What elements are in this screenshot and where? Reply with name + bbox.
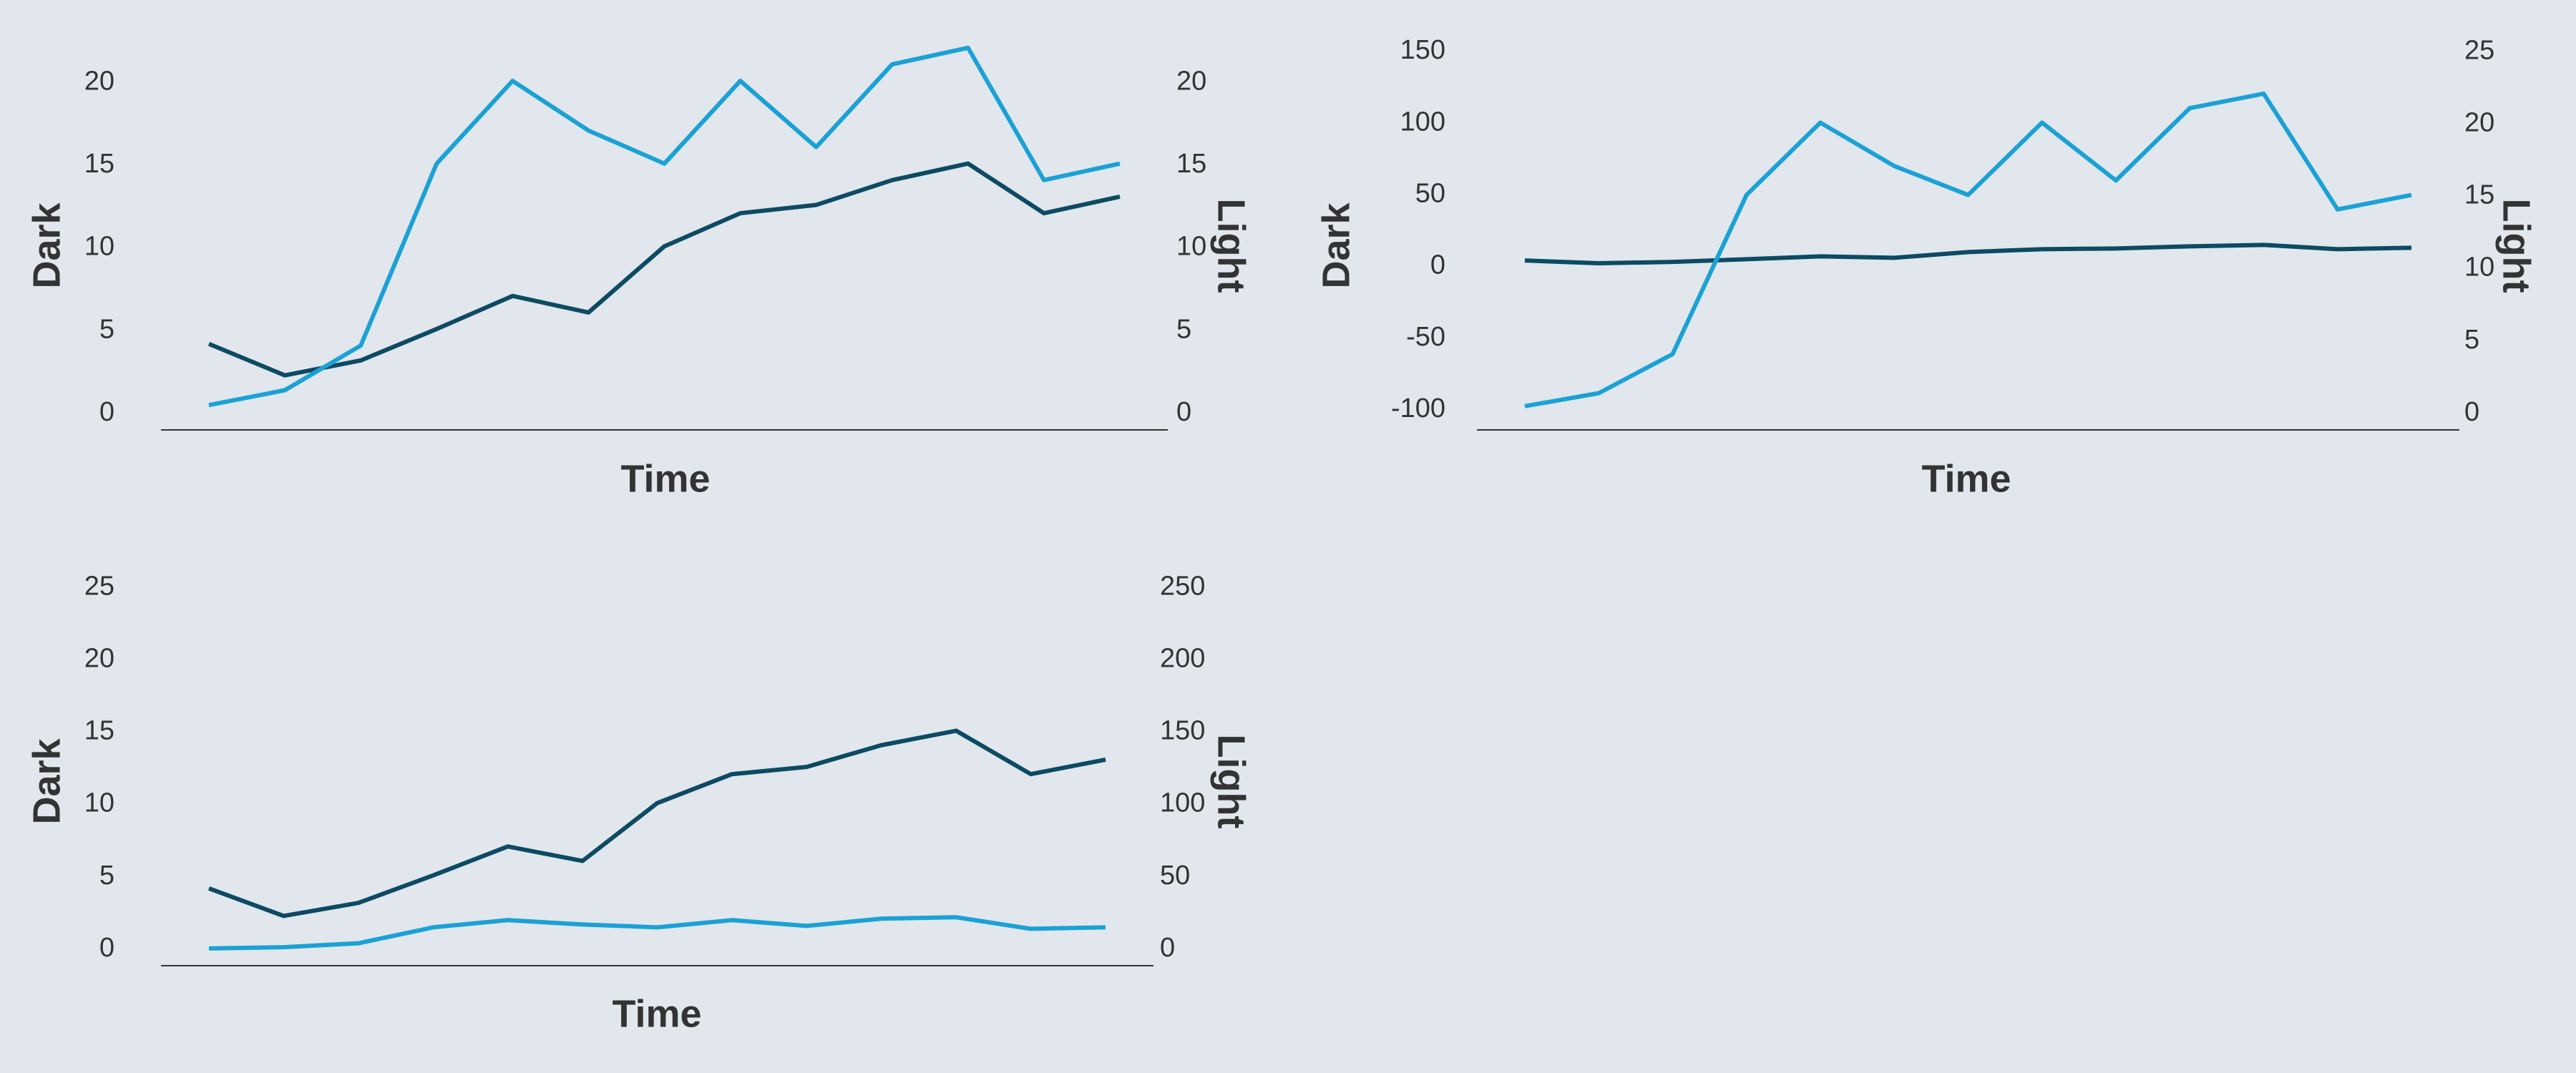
y2-tick-label: 15 <box>2464 180 2494 210</box>
data-line <box>208 728 1106 918</box>
data-line <box>208 45 1121 408</box>
y-tick-label: 0 <box>99 933 114 963</box>
y2-tick-label: 10 <box>1176 232 1206 262</box>
data-line <box>208 915 1106 951</box>
y-tick-label: 0 <box>1430 250 1445 280</box>
x-axis-label: Time <box>620 457 710 500</box>
data-line <box>208 161 1121 378</box>
y2-tick-label: 50 <box>1160 861 1190 891</box>
y2-tick-label: 15 <box>1176 149 1206 179</box>
y-tick-label: 100 <box>1400 107 1445 137</box>
data-line <box>1524 242 2412 265</box>
y2-tick-label: 5 <box>2464 325 2479 355</box>
y-tick-label: 5 <box>99 861 114 891</box>
x-axis-label: Time <box>612 992 701 1035</box>
y-tick-label: 25 <box>84 571 114 601</box>
y2-tick-label: 200 <box>1160 643 1205 673</box>
y-axis-label: Dark <box>1314 202 1357 288</box>
y2-tick-label: 0 <box>1176 397 1191 427</box>
y2-tick-label: 25 <box>2464 35 2494 65</box>
y2-tick-label: 5 <box>1176 314 1191 344</box>
y-axis-label: Dark <box>25 738 68 824</box>
y2-tick-label: 0 <box>2464 397 2479 427</box>
y2-tick-label: 100 <box>1160 788 1205 818</box>
y2-tick-label: 10 <box>2464 253 2494 283</box>
y2-tick-label: 250 <box>1160 571 1205 601</box>
data-line <box>1524 91 2412 408</box>
y2-tick-label: 20 <box>1176 66 1206 96</box>
y-tick-label: 20 <box>84 643 114 673</box>
y2-tick-label: 0 <box>1160 933 1175 963</box>
y-tick-label: 15 <box>84 716 114 746</box>
y-tick-label: 5 <box>99 314 114 344</box>
y2-tick-label: 20 <box>2464 107 2494 137</box>
y-tick-label: -100 <box>1391 393 1445 423</box>
y-tick-label: 10 <box>84 788 114 818</box>
y-tick-label: 20 <box>84 66 114 96</box>
y2-tick-label: 150 <box>1160 716 1205 746</box>
y-tick-label: -50 <box>1406 322 1445 352</box>
y-tick-label: 0 <box>99 397 114 427</box>
x-axis-label: Time <box>1921 457 2011 500</box>
y-tick-label: 15 <box>84 149 114 179</box>
y-axis-label: Dark <box>25 202 68 288</box>
y2-axis-label: Light <box>1210 199 1253 293</box>
y-tick-label: 150 <box>1400 35 1445 65</box>
y-tick-label: 50 <box>1415 178 1445 208</box>
y-tick-label: 10 <box>84 232 114 262</box>
y2-axis-label: Light <box>2495 199 2538 293</box>
y2-axis-label: Light <box>1210 735 1253 829</box>
